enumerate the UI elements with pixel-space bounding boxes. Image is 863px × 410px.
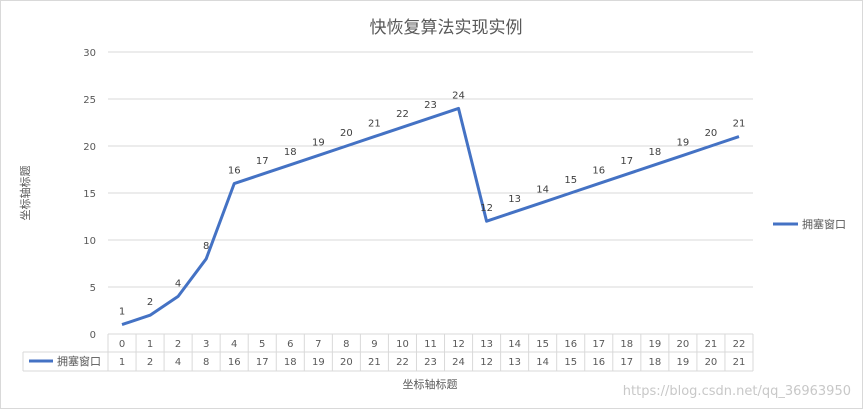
x-tick-label: 3 <box>203 339 209 350</box>
table-value: 20 <box>340 357 353 368</box>
x-tick-label: 6 <box>287 339 293 350</box>
legend: 拥塞窗口 <box>773 217 846 231</box>
y-axis-ticks: 0 5 10 15 20 25 30 <box>83 48 96 341</box>
x-axis-ticks: 0 1 2 3 4 5 6 7 8 9 10 11 12 13 14 15 16 17 18 19 20 21 22 <box>119 339 746 350</box>
data-label: 19 <box>312 137 325 148</box>
data-table-legend: 拥塞窗口 <box>29 354 101 368</box>
watermark: https://blog.csdn.net/qq_36963950 <box>623 384 851 399</box>
series-line-congestion-window <box>121 106 740 327</box>
data-label: 15 <box>564 175 577 186</box>
table-value: 2 <box>147 357 153 368</box>
data-label: 1 <box>119 307 125 318</box>
data-label: 24 <box>452 90 465 101</box>
x-tick-label: 10 <box>396 339 409 350</box>
gridlines <box>108 51 753 288</box>
x-tick-label: 8 <box>343 339 349 350</box>
x-tick-label: 1 <box>147 339 153 350</box>
x-tick-label: 12 <box>452 339 465 350</box>
x-tick-label: 18 <box>620 339 633 350</box>
x-tick-label: 2 <box>175 339 181 350</box>
table-value: 16 <box>228 357 241 368</box>
x-tick-label: 21 <box>705 339 718 350</box>
data-label: 23 <box>424 100 437 111</box>
data-label: 12 <box>480 203 493 214</box>
table-value: 4 <box>175 357 181 368</box>
table-value: 19 <box>312 357 325 368</box>
table-value: 21 <box>733 357 746 368</box>
data-label: 21 <box>733 119 746 130</box>
table-value: 19 <box>677 357 690 368</box>
data-label: 4 <box>175 278 181 289</box>
x-tick-label: 9 <box>371 339 377 350</box>
x-tick-label: 11 <box>424 339 437 350</box>
data-table-values: 1 2 4 8 16 17 18 19 20 21 22 23 24 12 13 14 15 16 17 18 19 20… <box>119 357 746 368</box>
data-label: 16 <box>228 166 241 177</box>
data-label: 8 <box>203 241 209 252</box>
table-value: 18 <box>284 357 297 368</box>
chart-title: 快恢复算法实现实例 <box>370 18 523 38</box>
data-label: 18 <box>284 147 297 158</box>
x-tick-label: 15 <box>536 339 549 350</box>
x-tick-label: 13 <box>480 339 493 350</box>
x-tick-label: 20 <box>677 339 690 350</box>
x-tick-label: 14 <box>508 339 521 350</box>
data-label: 20 <box>340 128 353 139</box>
data-label: 22 <box>396 109 409 120</box>
y-tick-label: 5 <box>90 283 96 294</box>
data-table-grid <box>22 333 754 372</box>
table-value: 16 <box>592 357 605 368</box>
table-value: 18 <box>648 357 661 368</box>
data-label: 19 <box>677 137 690 148</box>
data-label: 21 <box>368 119 381 130</box>
x-tick-label: 17 <box>592 339 605 350</box>
x-tick-label: 4 <box>231 339 237 350</box>
x-tick-label: 16 <box>564 339 577 350</box>
table-value: 21 <box>368 357 381 368</box>
legend-label: 拥塞窗口 <box>802 217 846 231</box>
table-value: 23 <box>424 357 437 368</box>
table-value: 17 <box>620 357 633 368</box>
table-value: 24 <box>452 357 465 368</box>
table-value: 12 <box>480 357 493 368</box>
data-label: 17 <box>256 156 269 167</box>
data-table-legend-label: 拥塞窗口 <box>57 354 101 368</box>
y-tick-label: 0 <box>90 330 96 341</box>
data-label: 13 <box>508 194 521 205</box>
table-value: 15 <box>564 357 577 368</box>
y-tick-label: 10 <box>83 236 96 247</box>
table-value: 8 <box>203 357 209 368</box>
y-tick-label: 30 <box>83 48 96 59</box>
x-tick-label: 7 <box>315 339 321 350</box>
table-value: 20 <box>705 357 718 368</box>
table-value: 13 <box>508 357 521 368</box>
x-tick-label: 19 <box>648 339 661 350</box>
y-tick-label: 15 <box>83 189 96 200</box>
data-label: 14 <box>536 184 549 195</box>
data-label: 2 <box>147 297 153 308</box>
y-tick-label: 25 <box>83 95 96 106</box>
data-label: 18 <box>648 147 661 158</box>
x-tick-label: 5 <box>259 339 265 350</box>
data-label: 17 <box>620 156 633 167</box>
table-value: 17 <box>256 357 269 368</box>
y-tick-label: 20 <box>83 142 96 153</box>
table-value: 22 <box>396 357 409 368</box>
data-label: 16 <box>592 166 605 177</box>
table-value: 1 <box>119 357 125 368</box>
x-axis-title: 坐标轴标题 <box>403 377 458 391</box>
x-tick-label: 22 <box>733 339 746 350</box>
y-axis-title: 坐标轴标题 <box>18 166 32 221</box>
data-labels: 1248161718192021222324121314151617181920… <box>119 90 746 317</box>
x-tick-label: 0 <box>119 339 125 350</box>
data-label: 20 <box>705 128 718 139</box>
table-value: 14 <box>536 357 549 368</box>
